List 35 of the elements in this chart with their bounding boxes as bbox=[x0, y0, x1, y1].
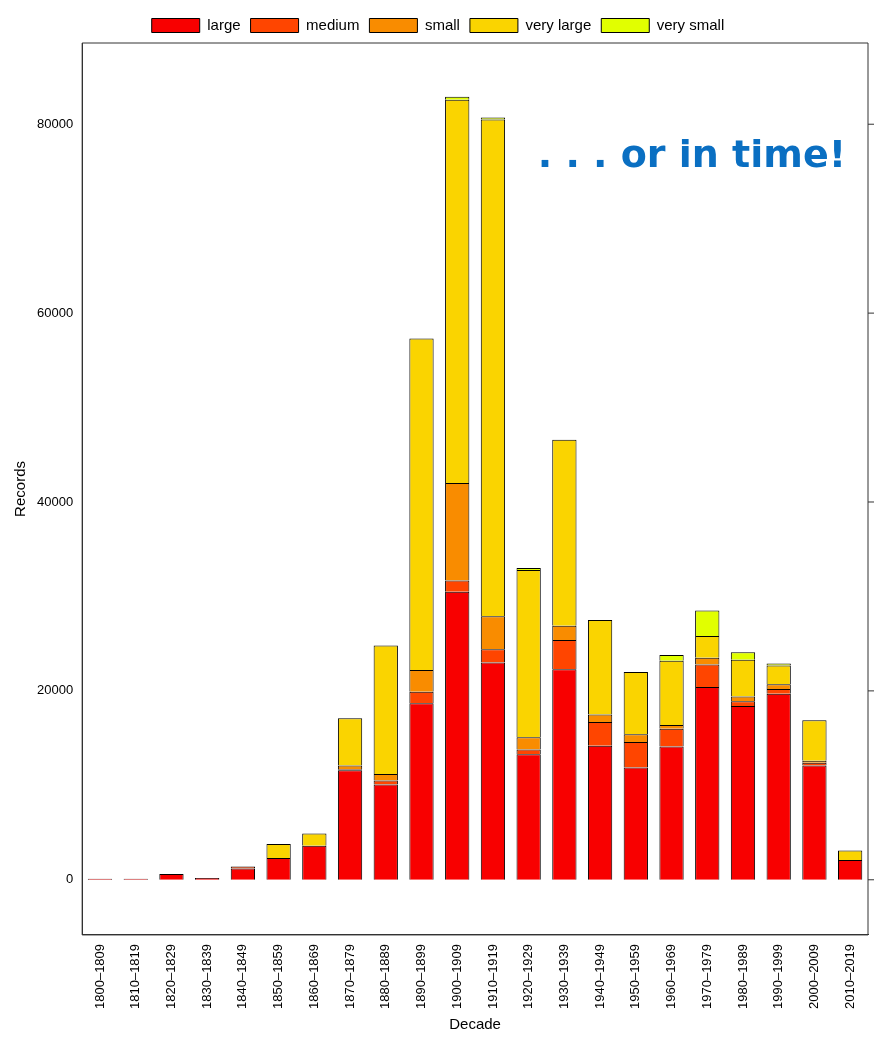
legend-label: medium bbox=[306, 15, 360, 33]
x-axis-title: Decade bbox=[449, 1015, 501, 1033]
x-tick-label: 2010–2019 bbox=[841, 943, 857, 1010]
x-tick-label: 1900–1909 bbox=[448, 943, 464, 1010]
x-tick-label: 1930–1939 bbox=[555, 943, 571, 1010]
x-tick-label: 1890–1899 bbox=[413, 943, 429, 1010]
x-tick-label: 1860–1869 bbox=[305, 943, 321, 1010]
y-tick-label: 60000 bbox=[36, 304, 74, 320]
y-tick-label: 20000 bbox=[36, 682, 74, 698]
x-tick-label: 1830–1839 bbox=[198, 943, 214, 1010]
x-tick-label: 1950–1959 bbox=[627, 943, 643, 1010]
x-tick-label: 1910–1919 bbox=[484, 943, 500, 1010]
x-tick-label: 1850–1859 bbox=[270, 943, 286, 1010]
x-tick-label: 1920–1929 bbox=[520, 943, 536, 1010]
legend-label: very large bbox=[525, 15, 592, 33]
annotation: . . . or in time! bbox=[537, 131, 846, 176]
y-tick-label: 80000 bbox=[36, 115, 74, 131]
x-tick-label: 2000–2009 bbox=[806, 943, 821, 1010]
y-tick-label: 0 bbox=[65, 871, 74, 887]
x-tick-label: 1960–1969 bbox=[663, 943, 679, 1010]
legend-label: small bbox=[424, 15, 460, 33]
x-tick-label: 1990–1999 bbox=[770, 943, 786, 1010]
x-tick-label: 1980–1989 bbox=[734, 943, 750, 1010]
x-tick-label: 1840–1849 bbox=[234, 943, 250, 1010]
y-axis-title: Records bbox=[11, 461, 29, 517]
legend-label: very small bbox=[656, 15, 725, 33]
x-tick-label: 1880–1889 bbox=[377, 943, 393, 1010]
x-tick-label: 1810–1819 bbox=[127, 943, 143, 1010]
x-tick-label: 1820–1829 bbox=[163, 943, 179, 1010]
x-tick-label: 1940–1949 bbox=[591, 943, 607, 1010]
x-tick-label: 1800–1809 bbox=[91, 943, 107, 1010]
y-tick-label: 40000 bbox=[36, 493, 74, 509]
x-tick-label: 1970–1979 bbox=[698, 943, 714, 1010]
x-tick-label: 1870–1879 bbox=[341, 943, 357, 1010]
legend-label: large bbox=[207, 15, 241, 33]
